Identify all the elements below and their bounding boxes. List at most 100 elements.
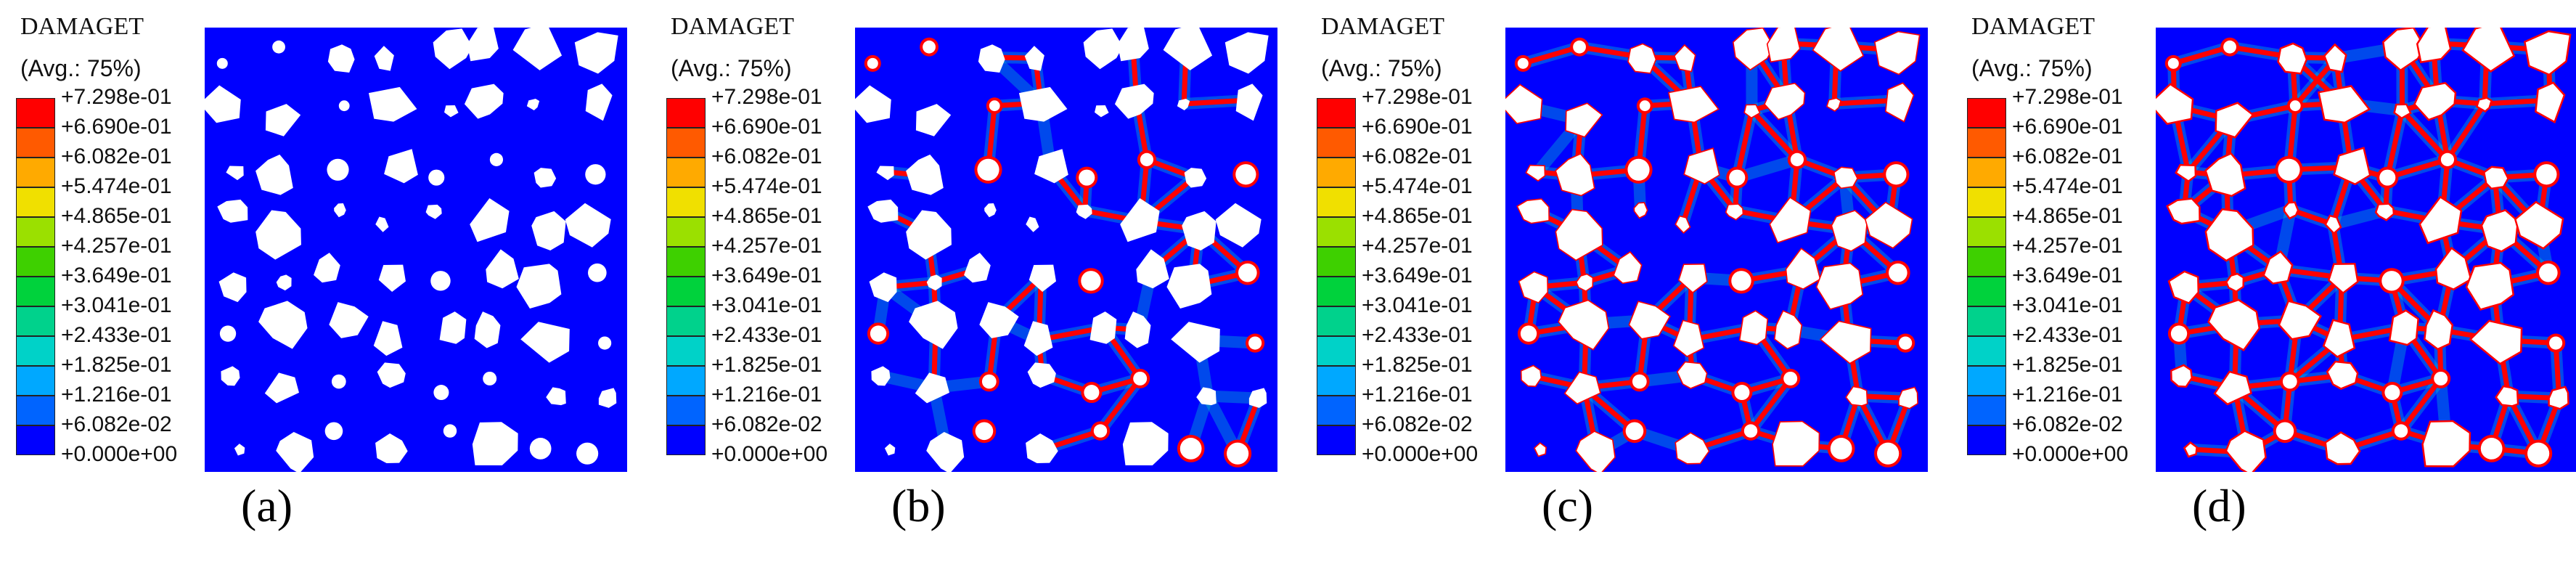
legend-swatch [666,187,706,217]
aggregate-particle [1023,321,1053,356]
legend-swatch [1967,247,2006,277]
legend-title: DAMAGET [1971,13,2095,40]
aggregate-particle [1084,385,1100,401]
aggregate-particle [1089,311,1117,344]
aggregate-particle [1632,374,1647,389]
aggregate-particle [1024,46,1044,71]
legend-tick-label: +1.216e-01 [711,383,822,407]
legend-swatch [1317,277,1356,306]
aggregate-particle [2527,442,2550,465]
aggregate-particle [867,57,878,69]
aggregate-particle [2394,424,2408,438]
aggregate-particle [1628,44,1656,73]
aggregate-particle [1517,57,1529,69]
itz-band [1676,361,1708,389]
aggregate-particle [2390,311,2418,344]
aggregate-particle [1889,263,1908,282]
legend-tick-label: +3.649e-01 [61,264,172,287]
aggregate-particle [2471,322,2521,363]
aggregate-particle [2480,438,2503,460]
legend-swatch [666,247,706,277]
legend-swatch [1967,306,2006,336]
aggregate-particle [1827,99,1841,110]
itz-band [1898,386,1918,409]
aggregate-particle [876,166,894,181]
legend-tick-label: +2.433e-01 [61,323,172,347]
aggregate-particle [1630,302,1669,338]
aggregate-particle [1677,362,1706,388]
aggregate-particle [2381,271,2402,291]
aggregate-particle [1627,158,1650,181]
legend-subtitle: (Avg.: 75%) [671,55,792,81]
legend-swatch [16,277,55,306]
aggregate-particle [1669,86,1718,122]
legend-tick-label: +5.474e-01 [61,174,172,198]
aggregate-particle [1029,264,1056,293]
aggregate-particle [433,28,473,70]
aggregate-particle [327,44,355,73]
aggregate-particle [989,100,1000,112]
legend-tick-label: +5.474e-01 [711,174,822,198]
aggregate-particle [2227,431,2265,472]
legend-swatch [1317,158,1356,187]
itz-band [2374,203,2395,221]
aggregate-particle [217,199,248,223]
legend-tick-label: +1.216e-01 [1362,383,1473,407]
aggregate-particle [2177,166,2195,181]
legend-tick-label: +6.690e-01 [2012,115,2123,139]
aggregate-particle [915,104,952,136]
aggregate-particle [533,168,557,188]
aggregate-particle [981,374,997,389]
aggregate-particle [1740,311,1767,344]
legend-swatch [1317,336,1356,366]
legend-tick-label: +0.000e+00 [1362,442,1479,466]
aggregate-particle [264,372,299,404]
aggregate-particle [2276,422,2294,441]
itz-band [1815,262,1864,310]
itz-band [1575,273,1594,292]
aggregate-particle [1018,86,1068,122]
aggregate-particle [2415,83,2455,119]
aggregate-particle [1120,197,1160,242]
aggregate-particle [512,28,563,70]
aggregate-particle [373,321,403,356]
legend-swatch [1967,98,2006,128]
aggregate-particle [2265,253,2291,283]
legend-tick-label: +6.082e-01 [1362,144,1473,168]
aggregate-particle [1122,422,1169,466]
aggregate-particle [855,85,891,123]
aggregate-particle [334,203,346,218]
crack-path [1749,107,1800,163]
aggregate-particle [1573,40,1586,54]
legend-tick-label: +4.865e-01 [1362,204,1473,228]
aggregate-particle [464,83,504,119]
itz-band [1558,299,1610,351]
itz-band [2225,272,2245,293]
aggregate-particle [1830,438,1852,460]
aggregate-particle [1813,28,1863,70]
legend-tick-label: +6.082e-02 [711,412,822,436]
aggregate-particle [1726,204,1743,219]
aggregate-particle [439,311,467,344]
legend-tick-label: +4.865e-01 [711,204,822,228]
aggregate-particle [1745,105,1759,118]
aggregate-particle [2278,44,2306,73]
legend-tick-label: +3.041e-01 [1362,293,1473,317]
panel-caption: (c) [1542,480,1594,531]
aggregate-particle [923,40,936,54]
aggregate-particle [598,336,612,350]
aggregate-particle [1676,216,1690,232]
aggregate-particle [531,211,566,250]
aggregate-particle [1679,264,1706,293]
legend-tick-label: +6.082e-02 [61,412,172,436]
aggregate-particle [884,444,896,456]
aggregate-particle [1767,28,1799,62]
legend-swatch [666,366,706,396]
aggregate-particle [2209,301,2259,349]
aggregate-particle [2207,210,2252,260]
legend-tick-label: +1.825e-01 [1362,353,1473,377]
legend-tick-label: +3.041e-01 [711,293,822,317]
aggregate-particle [489,152,504,166]
aggregate-particle [1518,199,1549,223]
legend-swatch [16,128,55,158]
